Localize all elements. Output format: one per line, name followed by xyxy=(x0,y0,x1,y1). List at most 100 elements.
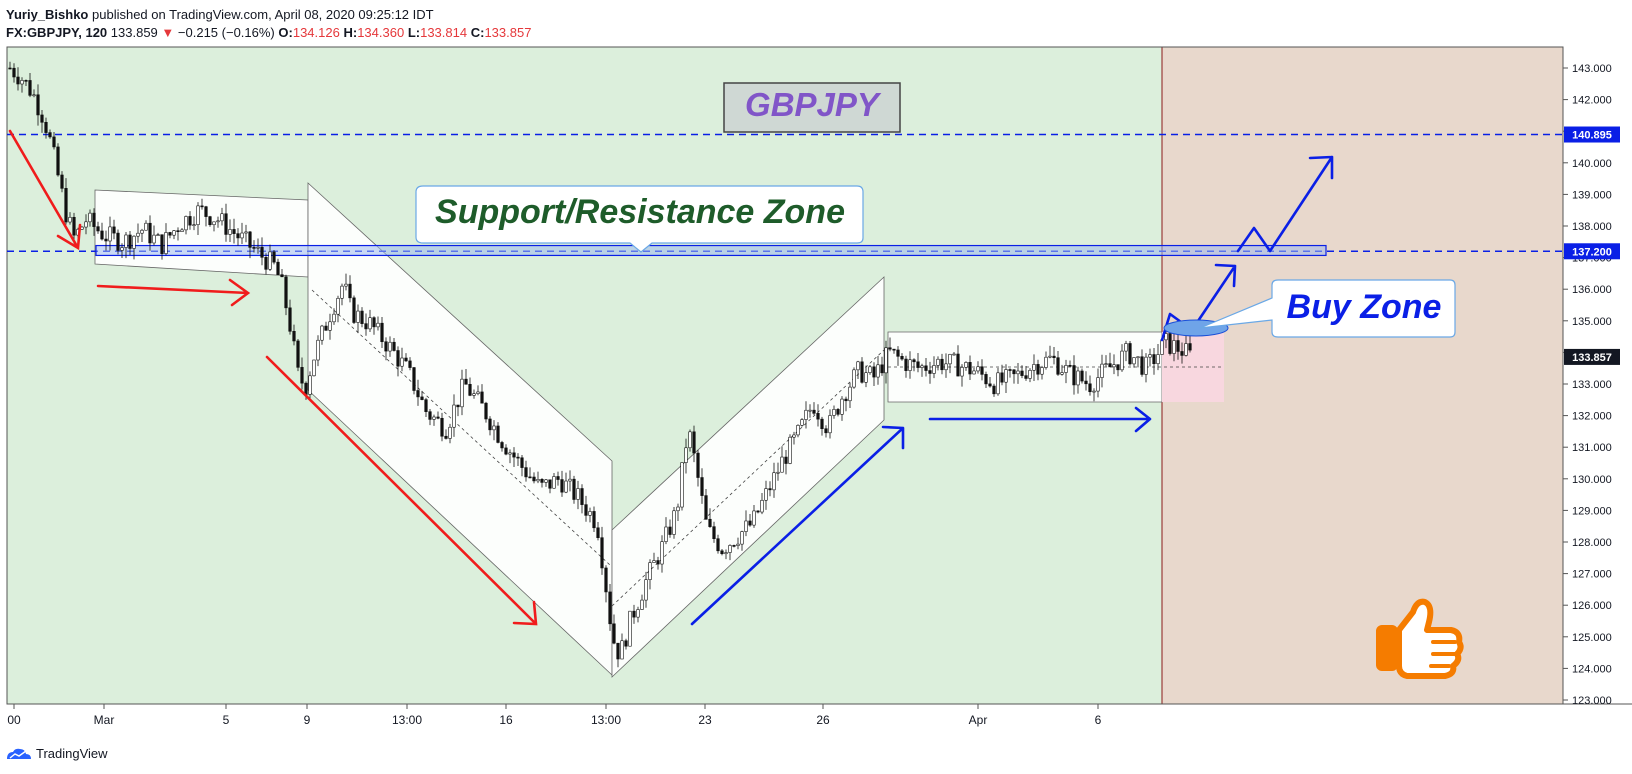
candle-body xyxy=(912,359,916,363)
symbol-label-box xyxy=(723,82,901,133)
price-tick-label: 125.000 xyxy=(1572,632,1612,644)
candle-body xyxy=(508,452,512,455)
candle-body xyxy=(340,285,344,299)
candle-body xyxy=(256,246,260,249)
candle-body xyxy=(120,247,124,251)
candle-body xyxy=(1036,364,1040,375)
candle-body xyxy=(204,206,208,217)
candle-body xyxy=(196,205,200,225)
candle-body xyxy=(32,94,36,97)
blue-arrow-2 xyxy=(928,406,1152,433)
candle-body xyxy=(1044,356,1048,368)
candle-body xyxy=(784,456,788,464)
price-tick-label: 128.000 xyxy=(1572,537,1612,549)
candle-body xyxy=(252,247,256,249)
candle-body xyxy=(948,354,952,365)
candle-body xyxy=(532,476,536,482)
candle-body xyxy=(220,213,224,222)
candle-body xyxy=(268,251,272,270)
close-label: C: xyxy=(470,25,485,40)
candle-body xyxy=(1100,363,1104,378)
channels xyxy=(94,182,1224,678)
candle-body xyxy=(976,366,980,372)
support-resistance-zone[interactable] xyxy=(95,244,1327,257)
candle-body xyxy=(296,340,300,368)
candle-body xyxy=(544,479,548,483)
candle-body xyxy=(996,372,1000,395)
brand-name[interactable]: TradingView xyxy=(36,746,108,761)
candle-body xyxy=(188,216,192,226)
candle-body xyxy=(380,322,384,343)
candle-body xyxy=(232,229,236,234)
candle-body xyxy=(1120,350,1124,371)
downtrend-midline xyxy=(311,289,611,566)
candle-body xyxy=(500,442,504,449)
candle-body xyxy=(680,462,684,508)
candle-body xyxy=(260,246,264,258)
candle-body xyxy=(136,232,140,237)
candle-body xyxy=(360,310,364,324)
candle-body xyxy=(28,80,32,96)
candle-body xyxy=(20,80,24,85)
candle-body xyxy=(800,419,804,426)
candle-body xyxy=(652,560,656,563)
candle-body xyxy=(1012,369,1016,375)
candle-body xyxy=(1000,372,1004,383)
candle-body xyxy=(440,417,444,437)
candle-body xyxy=(872,366,876,378)
candle-body xyxy=(900,356,904,360)
candle-body xyxy=(1020,370,1024,376)
price-label-text: 137.200 xyxy=(1572,246,1612,258)
candle-body xyxy=(1136,356,1140,359)
candle-body xyxy=(488,418,492,431)
author-name[interactable]: Yuriy_Bishko xyxy=(6,7,89,22)
candle-body xyxy=(424,399,428,412)
time-tick-label: 26 xyxy=(816,713,830,727)
candle-body xyxy=(732,545,736,547)
candle-body xyxy=(760,499,764,513)
candle-body xyxy=(588,511,592,516)
candle-body xyxy=(896,349,900,357)
candle-body xyxy=(816,413,820,420)
candle-body xyxy=(1028,369,1032,379)
candle-body xyxy=(108,226,112,242)
time-axis[interactable]: 00 Mar 5 9 13:00 16 13:00 23 26 Apr 6 xyxy=(7,704,1102,727)
candle-body xyxy=(940,358,944,371)
candle-body xyxy=(692,431,696,454)
candle-body xyxy=(1176,340,1180,352)
candle-body xyxy=(100,230,104,240)
candle-body xyxy=(272,251,276,263)
candle-body xyxy=(1168,333,1172,354)
candle-body xyxy=(236,233,240,239)
candle-body xyxy=(1180,351,1184,356)
high-value: 134.360 xyxy=(357,25,405,40)
candle-body xyxy=(524,467,528,478)
candle-body xyxy=(616,642,620,660)
time-tick-label: 23 xyxy=(698,713,712,727)
candle-body xyxy=(292,330,296,342)
candle-body xyxy=(536,479,540,482)
price-tick-label: 130.000 xyxy=(1572,474,1612,486)
candle-body xyxy=(552,476,556,489)
candle-body xyxy=(328,321,332,331)
price-axis[interactable]: 143.000142.000141.000140.000139.000138.0… xyxy=(1563,63,1612,707)
candle-body xyxy=(8,67,12,70)
candle-body xyxy=(992,385,996,395)
candle-body xyxy=(104,238,108,242)
candle-body xyxy=(404,357,408,362)
candle-body xyxy=(200,205,204,208)
channel-consolidation-1 xyxy=(94,189,309,278)
buy-callout-box xyxy=(1199,279,1456,338)
candle-body xyxy=(1132,357,1136,365)
candle-body xyxy=(148,222,152,244)
channel-uptrend xyxy=(611,276,885,678)
candle-body xyxy=(264,257,268,270)
candle-body xyxy=(932,365,936,374)
candle-body xyxy=(164,232,168,254)
candle-body xyxy=(240,232,244,239)
candle-body xyxy=(1148,354,1152,358)
price-label-text: 133.857 xyxy=(1572,352,1612,364)
candle-body xyxy=(584,504,588,516)
candle-body xyxy=(824,428,828,434)
